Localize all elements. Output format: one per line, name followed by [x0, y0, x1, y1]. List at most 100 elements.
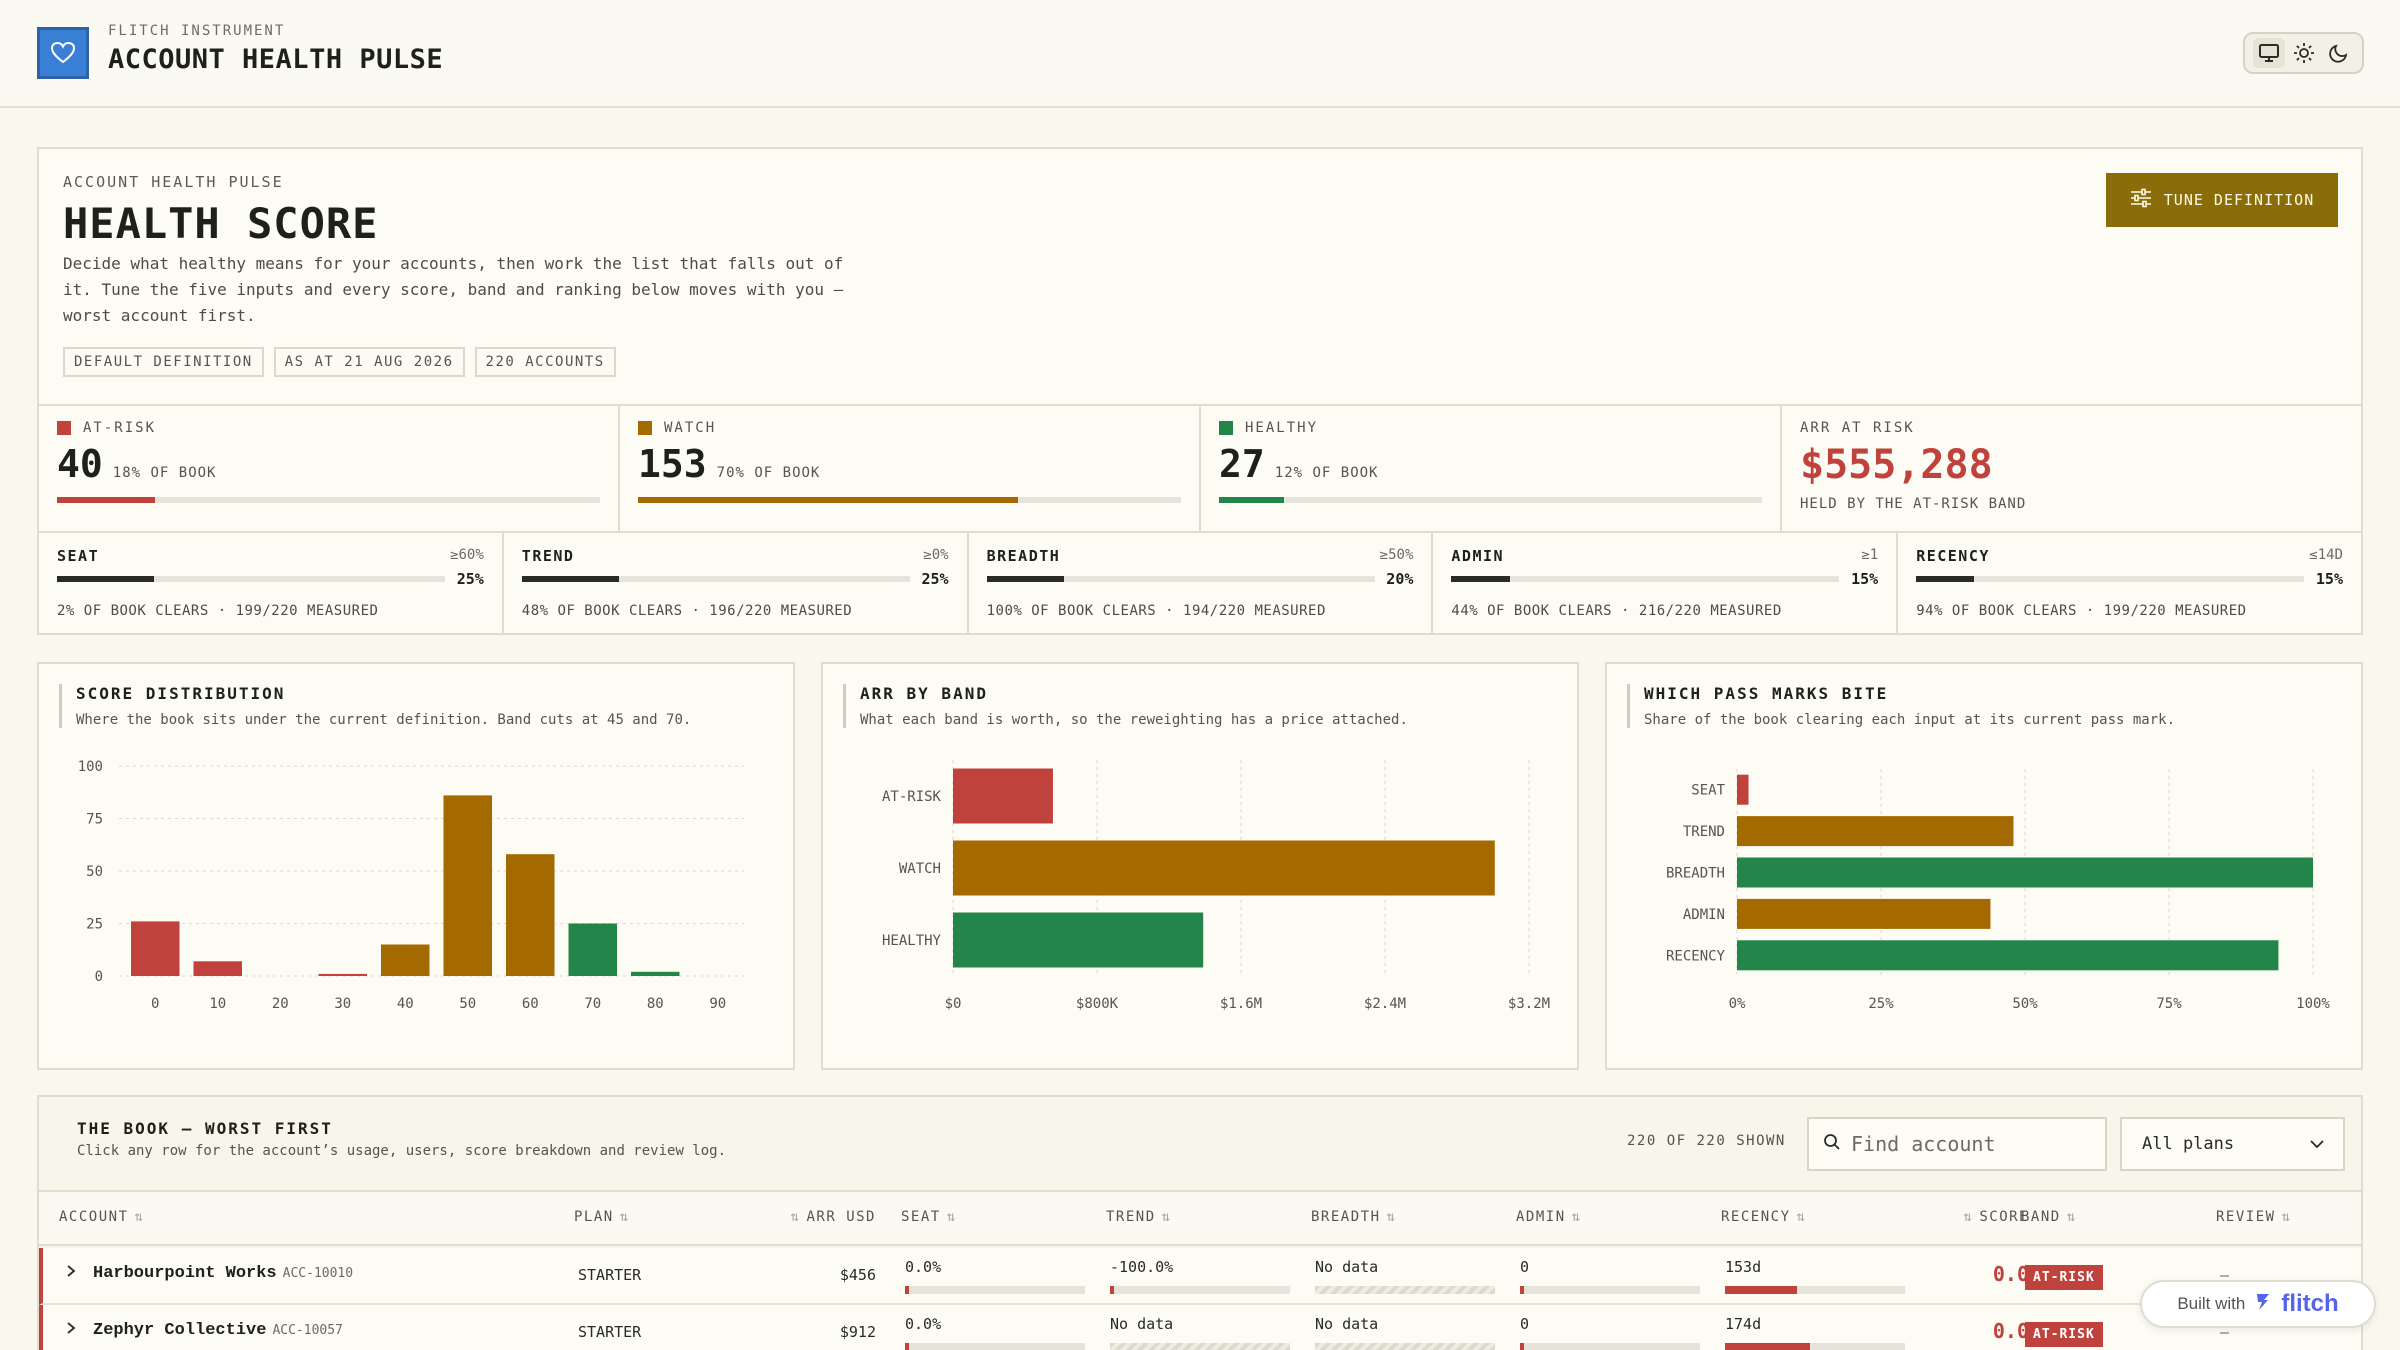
- app-title: ACCOUNT HEALTH PULSE: [108, 44, 444, 75]
- input-recency[interactable]: RECENCY ≤14D 15% 94% OF BOOK CLEARS · 199/2…: [1898, 533, 2361, 633]
- desktop-icon[interactable]: [2252, 38, 2285, 68]
- bar: [1737, 857, 2313, 888]
- sort-icon: ⇅: [1386, 1209, 1397, 1225]
- health-score-panel: ACCOUNT HEALTH PULSE HEALTH SCORE Decide…: [37, 147, 2363, 635]
- band-summary: AT-RISK 40 18% OF BOOK WATCH 153 70% OF BO…: [39, 404, 2361, 531]
- expand-row-icon[interactable]: [65, 1264, 77, 1282]
- plan-filter-select[interactable]: All plans: [2120, 1117, 2345, 1171]
- score-cell: 0.0: [1992, 1319, 2029, 1343]
- account-search[interactable]: [1807, 1117, 2107, 1171]
- column-header-account[interactable]: ACCOUNT ⇅: [59, 1209, 144, 1225]
- arr-at-risk-label: ARR AT RISK: [1800, 420, 1915, 436]
- bar: [953, 768, 1053, 824]
- input-weight: 15%: [1851, 570, 1879, 588]
- built-with-badge[interactable]: Built with flitch: [2140, 1280, 2376, 1328]
- column-label: SCORE: [1979, 1209, 2029, 1225]
- seat-cell: 0.0%: [905, 1315, 942, 1333]
- sort-icon: ⇅: [619, 1209, 630, 1225]
- sort-icon: ⇅: [946, 1209, 957, 1225]
- sort-icon: ⇅: [1161, 1209, 1172, 1225]
- column-label: ARR USD: [806, 1209, 876, 1225]
- x-tick-label: 90: [709, 996, 726, 1012]
- band-count: 27: [1219, 442, 1265, 486]
- metric-bar: [905, 1343, 1085, 1350]
- table-row[interactable]: Harbourpoint Works ACC-10010 STARTER $456 0.…: [39, 1248, 2361, 1305]
- bar: [506, 854, 555, 976]
- column-header-seat[interactable]: SEAT ⇅: [901, 1209, 957, 1225]
- column-header-trend[interactable]: TREND ⇅: [1106, 1209, 1172, 1225]
- band-healthy[interactable]: HEALTHY 27 12% OF BOOK: [1201, 406, 1782, 531]
- bar: [568, 923, 617, 976]
- band-label: HEALTHY: [1245, 420, 1319, 436]
- column-header-review[interactable]: REVIEW ⇅: [2216, 1209, 2292, 1225]
- column-label: ACCOUNT: [59, 1209, 129, 1225]
- arr-by-band-chart: $0 $800K $1.6M $2.4M $3.2M AT-RISK WATCH HEALTH…: [882, 760, 1550, 1012]
- category-label: WATCH: [899, 861, 941, 877]
- category-label: RECENCY: [1666, 948, 1726, 964]
- expand-row-icon[interactable]: [65, 1321, 77, 1339]
- band-label: AT-RISK: [83, 420, 157, 436]
- card-title: SCORE DISTRIBUTION: [76, 684, 286, 703]
- input-admin[interactable]: ADMIN ≥1 15% 44% OF BOOK CLEARS · 216/220 M…: [1433, 533, 1899, 633]
- metric-bar: [905, 1286, 1085, 1294]
- search-input[interactable]: [1851, 1132, 2091, 1156]
- band-count: 153: [638, 442, 707, 486]
- band-share-bar: [638, 497, 1181, 503]
- input-breadth[interactable]: BREADTH ≥50% 20% 100% OF BOOK CLEARS · 194/…: [969, 533, 1434, 633]
- book-table-panel: THE BOOK — WORST FIRST Click any row for…: [37, 1095, 2363, 1350]
- column-header-admin[interactable]: ADMIN ⇅: [1516, 1209, 1582, 1225]
- input-weight: 25%: [921, 570, 949, 588]
- column-header-recency[interactable]: RECENCY ⇅: [1721, 1209, 1806, 1225]
- recency-bar: [1725, 1343, 1905, 1350]
- column-header-arr-usd[interactable]: ⇅ ARR USD: [791, 1209, 876, 1225]
- sort-icon: ⇅: [1796, 1209, 1807, 1225]
- search-icon: [1823, 1133, 1841, 1155]
- band-share: 70% OF BOOK: [716, 465, 821, 481]
- arr-at-risk-note: HELD BY THE AT-RISK BAND: [1800, 496, 2027, 512]
- flitch-logo-icon: [2253, 1291, 2273, 1318]
- recency-bar-fill: [1725, 1286, 1797, 1294]
- band-watch[interactable]: WATCH 153 70% OF BOOK: [620, 406, 1201, 531]
- score-distribution-card: SCORE DISTRIBUTION Where the book sits un…: [37, 662, 795, 1070]
- recency-cell: 153d: [1725, 1258, 1762, 1276]
- input-weight-fill: [986, 576, 1065, 582]
- x-tick-label: 50: [459, 996, 476, 1012]
- x-tick-label: 75%: [2156, 996, 2182, 1012]
- bar: [1737, 816, 2014, 847]
- theme-switch: [2243, 32, 2364, 74]
- column-header-breadth[interactable]: BREADTH ⇅: [1311, 1209, 1396, 1225]
- input-seat[interactable]: SEAT ≥60% 25% 2% OF BOOK CLEARS · 199/220 M…: [39, 533, 504, 633]
- healthy-swatch: [1219, 421, 1233, 435]
- input-pass-mark: ≥1: [1861, 547, 1879, 563]
- column-header-score[interactable]: ⇅ SCORE: [1963, 1209, 2029, 1225]
- table-row[interactable]: Zephyr Collective ACC-10057 STARTER $912 0.0…: [39, 1305, 2361, 1350]
- recency-bar-fill: [1725, 1343, 1810, 1350]
- column-header-plan[interactable]: PLAN ⇅: [574, 1209, 630, 1225]
- score-cell: 0.0: [1992, 1262, 2029, 1286]
- bar: [1737, 774, 1749, 805]
- account-name: Zephyr Collective: [93, 1321, 267, 1340]
- chevron-down-icon: [2309, 1134, 2325, 1154]
- x-tick-label: $2.4M: [1364, 996, 1406, 1012]
- hero-description: Decide what healthy means for your accou…: [63, 254, 844, 325]
- seat-cell: 0.0%: [905, 1258, 942, 1276]
- status-badge: AT-RISK: [2025, 1322, 2103, 1347]
- page-title: HEALTH SCORE: [63, 199, 379, 248]
- moon-icon[interactable]: [2323, 38, 2355, 68]
- x-tick-label: 100%: [2296, 996, 2330, 1012]
- input-trend[interactable]: TREND ≥0% 25% 48% OF BOOK CLEARS · 196/220 …: [504, 533, 969, 633]
- sun-icon[interactable]: [2288, 38, 2320, 68]
- y-tick-label: 0: [95, 969, 103, 985]
- input-name: RECENCY: [1916, 547, 1990, 565]
- band-share-fill: [1219, 497, 1285, 503]
- metric-bar: [1110, 1286, 1290, 1294]
- input-weight-bar: [521, 576, 910, 582]
- input-note: 44% OF BOOK CLEARS · 216/220 MEASURED: [1451, 603, 1782, 619]
- x-tick-label: 0%: [1729, 996, 1746, 1012]
- input-name: BREADTH: [986, 547, 1061, 565]
- column-header-band[interactable]: BAND ⇅: [2021, 1209, 2077, 1225]
- tune-definition-button[interactable]: TUNE DEFINITION: [2106, 173, 2338, 227]
- metric-bar: [1520, 1286, 1700, 1294]
- bar: [381, 944, 430, 976]
- band-at-risk[interactable]: AT-RISK 40 18% OF BOOK: [39, 406, 620, 531]
